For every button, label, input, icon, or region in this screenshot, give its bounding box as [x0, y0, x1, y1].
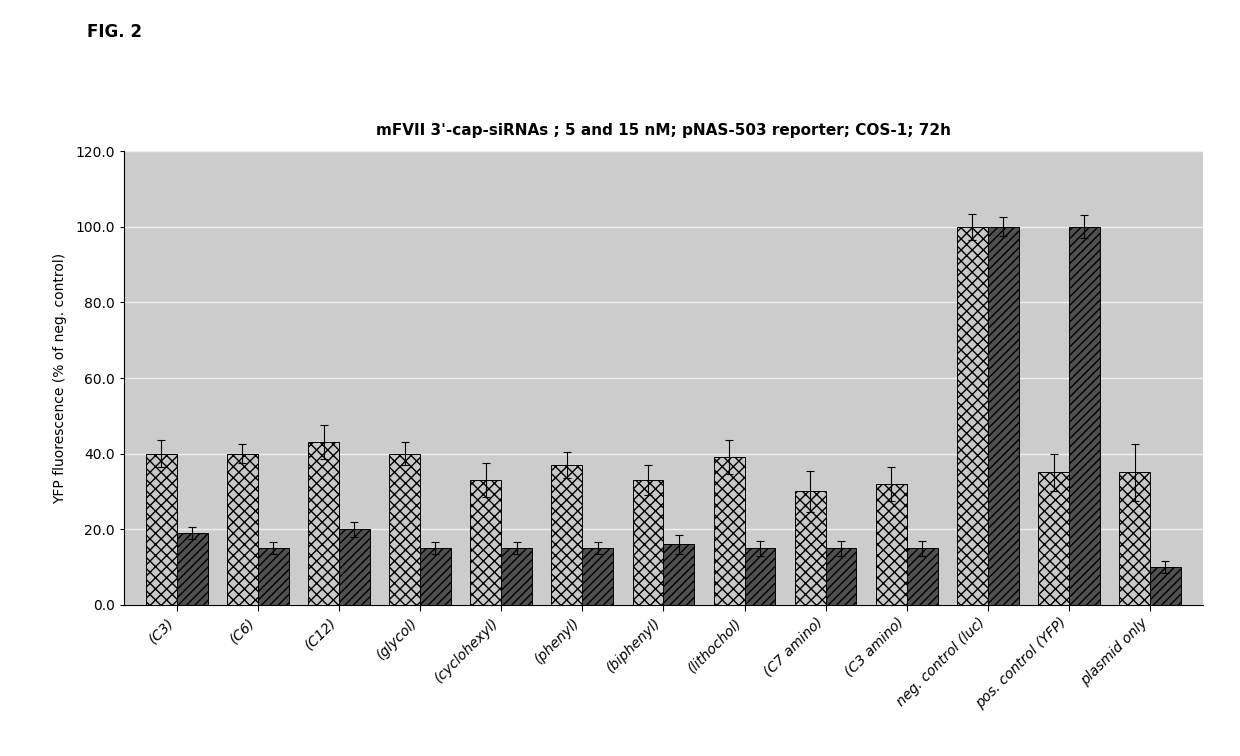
Bar: [339, 529, 370, 605]
Bar: [906, 548, 937, 605]
Bar: [795, 491, 826, 605]
Bar: [177, 533, 207, 605]
Bar: [389, 454, 420, 605]
Bar: [988, 227, 1019, 605]
Bar: [1038, 472, 1069, 605]
Bar: [1120, 472, 1149, 605]
Bar: [146, 454, 177, 605]
Bar: [744, 548, 775, 605]
Bar: [875, 484, 906, 605]
Bar: [583, 548, 613, 605]
Bar: [957, 227, 988, 605]
Bar: [1149, 567, 1180, 605]
Bar: [470, 480, 501, 605]
Bar: [227, 454, 258, 605]
Y-axis label: YFP fluorescence (% of neg. control): YFP fluorescence (% of neg. control): [53, 253, 67, 503]
Bar: [501, 548, 532, 605]
Bar: [258, 548, 289, 605]
Bar: [663, 544, 694, 605]
Bar: [1069, 227, 1100, 605]
Text: FIG. 2: FIG. 2: [87, 23, 141, 41]
Bar: [308, 442, 339, 605]
Bar: [420, 548, 451, 605]
Bar: [632, 480, 663, 605]
Bar: [552, 465, 583, 605]
Bar: [826, 548, 857, 605]
Title: mFVII 3'-cap-siRNAs ; 5 and 15 nM; pNAS-503 reporter; COS-1; 72h: mFVII 3'-cap-siRNAs ; 5 and 15 nM; pNAS-…: [376, 122, 951, 138]
Bar: [714, 457, 744, 605]
